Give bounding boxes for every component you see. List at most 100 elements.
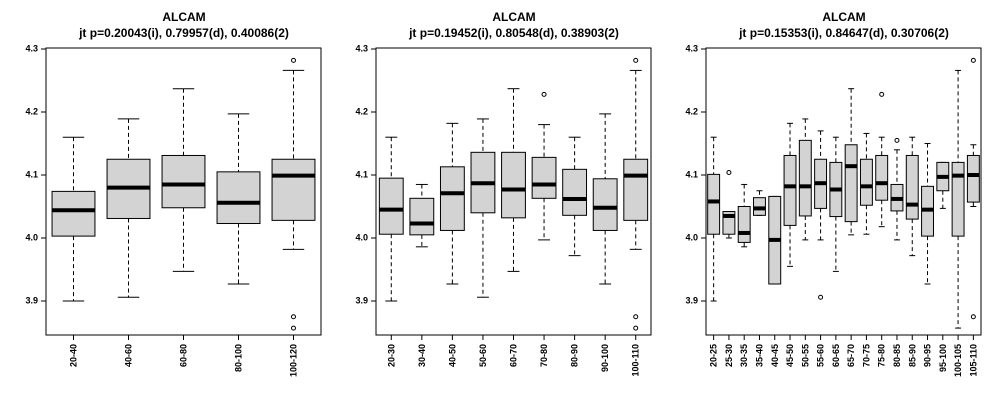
- x-tick-label: 100-110: [631, 344, 641, 377]
- iqr-box: [905, 154, 919, 220]
- x-tick-label: 70-80: [539, 344, 549, 367]
- y-tick-label: 3.9: [25, 295, 38, 305]
- x-tick-label: 60-70: [509, 344, 519, 367]
- iqr-box: [409, 197, 435, 236]
- box-70-75: 70-75: [859, 132, 873, 367]
- iqr-box: [859, 158, 873, 206]
- box-50-60: 50-60: [470, 118, 496, 367]
- x-tick-label: 65-70: [846, 344, 856, 367]
- box-100-120: 100-120: [271, 57, 316, 377]
- iqr-box: [562, 168, 588, 216]
- box-55-60: 55-60: [814, 130, 828, 367]
- box-50-55: 50-55: [798, 118, 812, 367]
- chart-panel-2: ALCAM jt p=0.19452(i), 0.80548(d), 0.3890…: [355, 10, 652, 377]
- y-tick-label: 4.2: [25, 106, 38, 116]
- chart-subtitle: jt p=0.20043(i), 0.79957(d), 0.40086(2): [78, 26, 289, 40]
- chart-panel-1: ALCAM jt p=0.20043(i), 0.79957(d), 0.4008…: [25, 10, 322, 377]
- iqr-box: [216, 171, 261, 225]
- x-tick-label: 50-60: [478, 344, 488, 367]
- box-80-100: 80-100: [216, 113, 261, 372]
- chart-title: ALCAM: [492, 10, 535, 24]
- box-90-100: 90-100: [592, 113, 618, 372]
- outlier-point: [291, 325, 296, 331]
- x-tick-label: 40-45: [770, 344, 780, 367]
- outlier-point: [541, 91, 547, 97]
- box-95-100: 95-100: [936, 161, 950, 372]
- outlier-point: [970, 57, 976, 63]
- y-tick-label: 4.3: [25, 43, 38, 53]
- box-30-40: 30-40: [409, 183, 435, 367]
- chart-panel-3: ALCAM jt p=0.15353(i), 0.84647(d), 0.3070…: [685, 10, 982, 377]
- y-tick-label: 4.3: [685, 43, 698, 53]
- x-tick-label: 60-65: [831, 344, 841, 367]
- x-tick-label: 35-40: [754, 344, 764, 367]
- box-35-40: 35-40: [753, 190, 766, 367]
- x-tick-label: 80-100: [234, 344, 244, 372]
- iqr-box: [875, 154, 889, 201]
- iqr-box: [783, 154, 797, 226]
- box-60-80: 60-80: [161, 88, 206, 367]
- x-tick-label: 70-75: [861, 344, 871, 367]
- box-60-70: 60-70: [501, 88, 526, 367]
- iqr-box: [161, 154, 206, 209]
- x-tick-label: 80-85: [892, 344, 902, 367]
- iqr-box: [798, 139, 812, 217]
- box-45-50: 45-50: [783, 122, 797, 367]
- iqr-box: [737, 206, 751, 243]
- x-tick-label: 100-105: [953, 344, 963, 377]
- x-tick-label: 20-30: [386, 344, 396, 367]
- chart-title: ALCAM: [822, 10, 865, 24]
- x-tick-label: 45-50: [785, 344, 795, 367]
- iqr-box: [501, 151, 526, 219]
- outlier-point: [633, 57, 639, 63]
- box-100-105: 100-105: [951, 69, 965, 377]
- x-tick-label: 25-30: [724, 344, 734, 367]
- outlier-point: [726, 169, 732, 175]
- y-tick-label: 4.2: [685, 106, 698, 116]
- y-tick-label: 4.0: [25, 232, 38, 242]
- box-40-50: 40-50: [439, 122, 465, 367]
- iqr-box: [378, 177, 404, 235]
- y-tick-label: 3.9: [355, 295, 368, 305]
- iqr-box: [966, 154, 980, 203]
- y-tick-label: 4.1: [355, 169, 368, 179]
- iqr-box: [592, 178, 618, 231]
- outlier-point: [633, 314, 639, 320]
- outlier-point: [879, 91, 885, 97]
- x-tick-label: 85-90: [907, 344, 917, 367]
- x-tick-label: 50-55: [800, 344, 810, 367]
- box-25-30: 25-30: [722, 169, 736, 367]
- box-20-25: 20-25: [707, 136, 721, 367]
- iqr-box: [722, 211, 736, 235]
- y-tick-label: 4.0: [685, 232, 698, 242]
- y-tick-label: 4.1: [25, 169, 38, 179]
- box-80-90: 80-90: [562, 136, 588, 367]
- box-90-95: 90-95: [921, 143, 934, 367]
- outlier-point: [818, 294, 824, 300]
- iqr-box: [271, 158, 316, 221]
- box-60-65: 60-65: [829, 136, 843, 367]
- box-40-45: 40-45: [768, 195, 782, 367]
- iqr-box: [623, 158, 649, 221]
- outlier-point: [291, 314, 296, 320]
- box-70-80: 70-80: [531, 91, 557, 367]
- y-tick-label: 3.9: [685, 295, 698, 305]
- y-tick-label: 4.2: [355, 106, 368, 116]
- box-20-30: 20-30: [378, 136, 404, 367]
- box-75-80: 75-80: [875, 91, 889, 367]
- y-tick-label: 4.1: [685, 169, 698, 179]
- plot-frame: [705, 47, 982, 336]
- x-tick-label: 80-90: [570, 344, 580, 367]
- chart-subtitle: jt p=0.15353(i), 0.84647(d), 0.30706(2): [738, 26, 949, 40]
- iqr-box: [439, 166, 465, 231]
- outlier-point: [633, 325, 639, 331]
- x-tick-label: 55-60: [816, 344, 826, 367]
- x-tick-label: 40-60: [124, 344, 134, 367]
- x-tick-label: 90-100: [600, 344, 610, 372]
- x-tick-label: 20-40: [69, 344, 79, 367]
- x-tick-label: 30-35: [739, 344, 749, 367]
- outlier-point: [970, 314, 976, 320]
- box-65-70: 65-70: [844, 88, 858, 367]
